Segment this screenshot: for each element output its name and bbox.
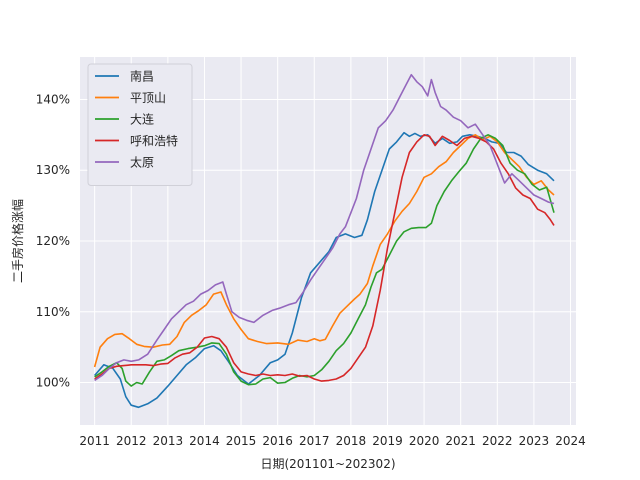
y-axis-label: 二手房价格涨幅 xyxy=(10,199,25,283)
y-tick-label: 100% xyxy=(36,376,70,390)
legend-label: 南昌 xyxy=(130,69,154,84)
x-tick-label: 2017 xyxy=(299,434,330,448)
x-tick-label: 2013 xyxy=(153,434,184,448)
series-line-大连 xyxy=(94,134,555,387)
x-tick-label: 2011 xyxy=(79,434,110,448)
watermark-text: 知乎用户 xyxy=(568,453,624,470)
y-tick-label: 140% xyxy=(36,92,70,106)
legend-label: 太原 xyxy=(130,155,154,170)
series-lines xyxy=(93,73,555,409)
x-tick-label: 2014 xyxy=(189,434,220,448)
series-line-太原 xyxy=(94,73,555,382)
x-axis-ticks: 2011 2012 2013 2014 2015 2016 2017 2018 2019 2020… xyxy=(79,434,585,448)
y-tick-label: 120% xyxy=(36,234,70,248)
y-axis-ticks: 100% 110% 120% 130% 140% xyxy=(36,92,70,389)
x-axis-label: 日期(201101~202302) xyxy=(260,457,395,471)
x-tick-label: 2019 xyxy=(372,434,403,448)
x-tick-label: 2012 xyxy=(116,434,147,448)
x-tick-label: 2015 xyxy=(226,434,257,448)
x-tick-label: 2022 xyxy=(482,434,513,448)
x-tick-label: 2016 xyxy=(262,434,293,448)
x-tick-label: 2021 xyxy=(445,434,476,448)
y-tick-label: 110% xyxy=(36,305,70,319)
x-tick-label: 2024 xyxy=(555,434,586,448)
x-tick-label: 2023 xyxy=(519,434,550,448)
x-tick-label: 2018 xyxy=(336,434,367,448)
legend-label: 大连 xyxy=(130,112,154,127)
legend-label: 平顶山 xyxy=(130,91,166,105)
legend-label: 呼和浩特 xyxy=(130,133,178,148)
series-line-呼和浩特 xyxy=(94,134,555,382)
legend-box xyxy=(87,63,193,186)
y-tick-label: 130% xyxy=(36,163,70,177)
x-tick-label: 2020 xyxy=(409,434,440,448)
